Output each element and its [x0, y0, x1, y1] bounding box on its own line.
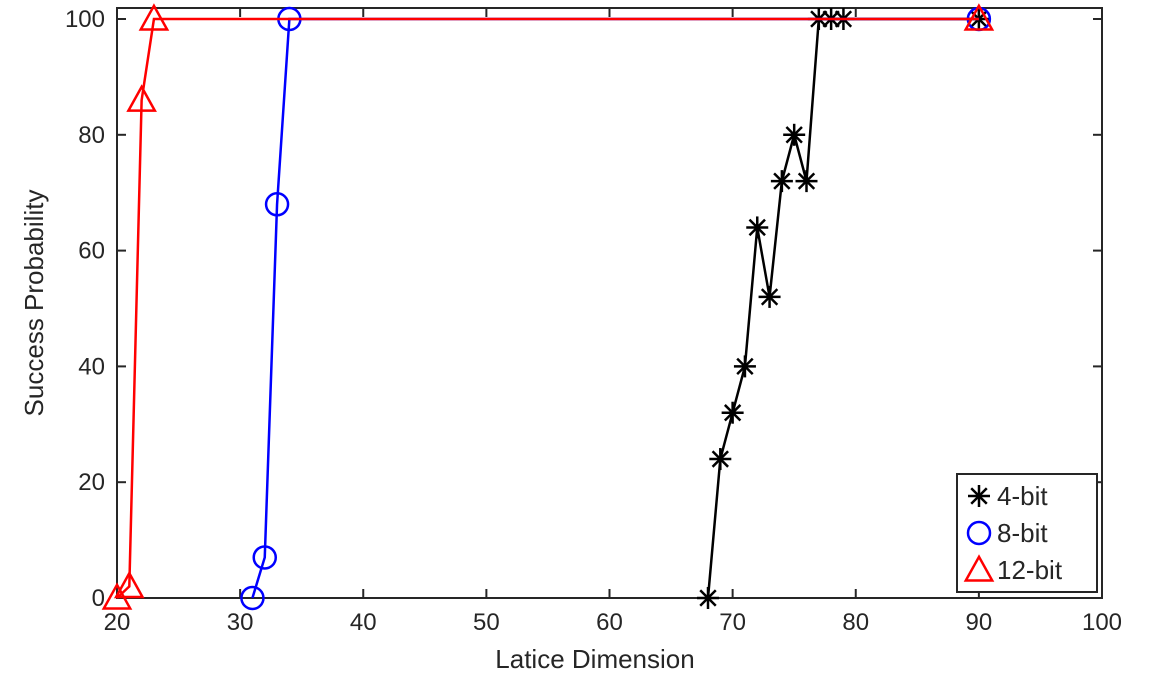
legend-label: 12-bit — [997, 555, 1063, 585]
y-tick-label: 40 — [78, 353, 105, 380]
asterisk-marker — [783, 124, 805, 146]
x-axis-label: Latice Dimension — [495, 644, 694, 673]
asterisk-marker — [697, 587, 719, 609]
x-tick-label: 60 — [596, 609, 623, 636]
legend-label: 4-bit — [997, 481, 1048, 511]
asterisk-marker — [734, 355, 756, 377]
y-tick-label: 100 — [65, 6, 105, 33]
x-tick-label: 30 — [227, 609, 254, 636]
legend: 4-bit 8-bit 12-bit — [957, 474, 1097, 592]
asterisk-marker — [709, 448, 731, 470]
y-tick-label: 20 — [78, 469, 105, 496]
y-tick-label: 80 — [78, 122, 105, 149]
y-axis-label: Success Probability — [19, 190, 49, 417]
x-tick-label: 40 — [350, 609, 377, 636]
asterisk-marker — [746, 216, 768, 238]
asterisk-marker — [968, 485, 990, 507]
y-tick-label: 60 — [78, 238, 105, 265]
x-tick-label: 100 — [1082, 609, 1122, 636]
x-tick-label: 50 — [473, 609, 500, 636]
asterisk-marker — [759, 286, 781, 308]
x-tick-label: 20 — [104, 609, 131, 636]
asterisk-marker — [796, 170, 818, 192]
x-tick-label: 70 — [719, 609, 746, 636]
x-tick-label: 90 — [966, 609, 993, 636]
x-tick-label: 80 — [842, 609, 869, 636]
legend-label: 8-bit — [997, 518, 1048, 548]
plot-area-box — [117, 8, 1102, 598]
asterisk-marker — [722, 402, 744, 424]
asterisk-marker — [771, 170, 793, 192]
